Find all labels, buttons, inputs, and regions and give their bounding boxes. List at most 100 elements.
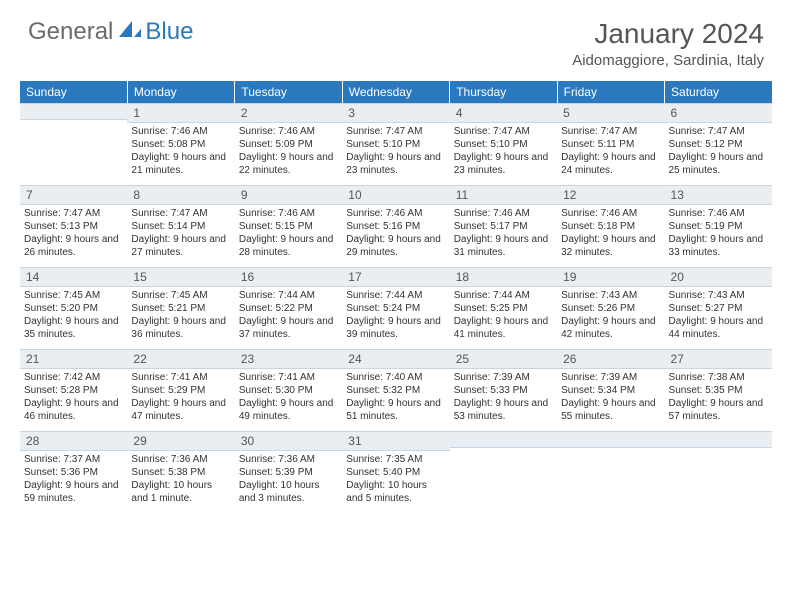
- daylight-text: Daylight: 9 hours and 42 minutes.: [561, 315, 660, 341]
- day-cell: 31 Sunrise: 7:35 AM Sunset: 5:40 PM Dayl…: [342, 431, 449, 513]
- sunrise-text: Sunrise: 7:41 AM: [131, 371, 230, 384]
- day-cell: 28 Sunrise: 7:37 AM Sunset: 5:36 PM Dayl…: [20, 431, 127, 513]
- day-cell: 25 Sunrise: 7:39 AM Sunset: 5:33 PM Dayl…: [450, 349, 557, 431]
- daylight-text: Daylight: 9 hours and 55 minutes.: [561, 397, 660, 423]
- sunrise-text: Sunrise: 7:47 AM: [24, 207, 123, 220]
- day-number: 9: [235, 185, 342, 205]
- sunrise-text: Sunrise: 7:36 AM: [131, 453, 230, 466]
- day-data: Sunrise: 7:46 AM Sunset: 5:16 PM Dayligh…: [342, 205, 449, 267]
- week-row: 21 Sunrise: 7:42 AM Sunset: 5:28 PM Dayl…: [20, 349, 772, 431]
- daylight-text: Daylight: 9 hours and 24 minutes.: [561, 151, 660, 177]
- sunrise-text: Sunrise: 7:35 AM: [346, 453, 445, 466]
- day-number: 6: [665, 103, 772, 123]
- day-data: Sunrise: 7:47 AM Sunset: 5:10 PM Dayligh…: [342, 123, 449, 185]
- sunset-text: Sunset: 5:11 PM: [561, 138, 660, 151]
- day-cell: 19 Sunrise: 7:43 AM Sunset: 5:26 PM Dayl…: [557, 267, 664, 349]
- day-data: Sunrise: 7:47 AM Sunset: 5:10 PM Dayligh…: [450, 123, 557, 185]
- day-number: 27: [665, 349, 772, 369]
- sunset-text: Sunset: 5:22 PM: [239, 302, 338, 315]
- sunrise-text: Sunrise: 7:46 AM: [669, 207, 768, 220]
- day-cell: 18 Sunrise: 7:44 AM Sunset: 5:25 PM Dayl…: [450, 267, 557, 349]
- day-cell: 20 Sunrise: 7:43 AM Sunset: 5:27 PM Dayl…: [665, 267, 772, 349]
- sunrise-text: Sunrise: 7:38 AM: [669, 371, 768, 384]
- day-cell: 12 Sunrise: 7:46 AM Sunset: 5:18 PM Dayl…: [557, 185, 664, 267]
- sunrise-text: Sunrise: 7:45 AM: [131, 289, 230, 302]
- daylight-text: Daylight: 10 hours and 3 minutes.: [239, 479, 338, 505]
- sunrise-text: Sunrise: 7:41 AM: [239, 371, 338, 384]
- sunset-text: Sunset: 5:27 PM: [669, 302, 768, 315]
- sunset-text: Sunset: 5:18 PM: [561, 220, 660, 233]
- day-data: Sunrise: 7:47 AM Sunset: 5:13 PM Dayligh…: [20, 205, 127, 267]
- day-data: Sunrise: 7:46 AM Sunset: 5:19 PM Dayligh…: [665, 205, 772, 267]
- day-number: 2: [235, 103, 342, 123]
- sunset-text: Sunset: 5:19 PM: [669, 220, 768, 233]
- sunset-text: Sunset: 5:28 PM: [24, 384, 123, 397]
- dayname: Thursday: [450, 81, 557, 103]
- day-cell: 26 Sunrise: 7:39 AM Sunset: 5:34 PM Dayl…: [557, 349, 664, 431]
- sunset-text: Sunset: 5:34 PM: [561, 384, 660, 397]
- day-cell: 17 Sunrise: 7:44 AM Sunset: 5:24 PM Dayl…: [342, 267, 449, 349]
- sunrise-text: Sunrise: 7:42 AM: [24, 371, 123, 384]
- dayname: Wednesday: [342, 81, 449, 103]
- day-data: Sunrise: 7:41 AM Sunset: 5:30 PM Dayligh…: [235, 369, 342, 431]
- sunset-text: Sunset: 5:32 PM: [346, 384, 445, 397]
- sunset-text: Sunset: 5:17 PM: [454, 220, 553, 233]
- sunrise-text: Sunrise: 7:46 AM: [239, 125, 338, 138]
- day-data: Sunrise: 7:44 AM Sunset: 5:24 PM Dayligh…: [342, 287, 449, 349]
- daylight-text: Daylight: 9 hours and 27 minutes.: [131, 233, 230, 259]
- daylight-text: Daylight: 9 hours and 31 minutes.: [454, 233, 553, 259]
- day-data: Sunrise: 7:37 AM Sunset: 5:36 PM Dayligh…: [20, 451, 127, 513]
- daylight-text: Daylight: 9 hours and 21 minutes.: [131, 151, 230, 177]
- dayname: Saturday: [665, 81, 772, 103]
- sunrise-text: Sunrise: 7:45 AM: [24, 289, 123, 302]
- day-number: [665, 431, 772, 448]
- daylight-text: Daylight: 9 hours and 59 minutes.: [24, 479, 123, 505]
- sunrise-text: Sunrise: 7:44 AM: [239, 289, 338, 302]
- day-number: 1: [127, 103, 234, 123]
- daylight-text: Daylight: 9 hours and 23 minutes.: [454, 151, 553, 177]
- sunset-text: Sunset: 5:24 PM: [346, 302, 445, 315]
- sunrise-text: Sunrise: 7:46 AM: [454, 207, 553, 220]
- daylight-text: Daylight: 9 hours and 51 minutes.: [346, 397, 445, 423]
- daylight-text: Daylight: 9 hours and 36 minutes.: [131, 315, 230, 341]
- day-data: Sunrise: 7:38 AM Sunset: 5:35 PM Dayligh…: [665, 369, 772, 431]
- day-number: [450, 431, 557, 448]
- day-number: 21: [20, 349, 127, 369]
- day-number: 28: [20, 431, 127, 451]
- logo-text-blue: Blue: [145, 18, 193, 46]
- sunset-text: Sunset: 5:10 PM: [346, 138, 445, 151]
- day-cell: [665, 431, 772, 513]
- day-data: Sunrise: 7:47 AM Sunset: 5:14 PM Dayligh…: [127, 205, 234, 267]
- sunrise-text: Sunrise: 7:37 AM: [24, 453, 123, 466]
- sunset-text: Sunset: 5:35 PM: [669, 384, 768, 397]
- page-title: January 2024: [572, 18, 764, 50]
- sunrise-text: Sunrise: 7:39 AM: [454, 371, 553, 384]
- day-number: 3: [342, 103, 449, 123]
- day-cell: 15 Sunrise: 7:45 AM Sunset: 5:21 PM Dayl…: [127, 267, 234, 349]
- sunset-text: Sunset: 5:36 PM: [24, 466, 123, 479]
- sunset-text: Sunset: 5:21 PM: [131, 302, 230, 315]
- sunset-text: Sunset: 5:25 PM: [454, 302, 553, 315]
- day-number: 7: [20, 185, 127, 205]
- day-number: 23: [235, 349, 342, 369]
- sunset-text: Sunset: 5:38 PM: [131, 466, 230, 479]
- day-cell: 10 Sunrise: 7:46 AM Sunset: 5:16 PM Dayl…: [342, 185, 449, 267]
- sunset-text: Sunset: 5:29 PM: [131, 384, 230, 397]
- sunrise-text: Sunrise: 7:47 AM: [131, 207, 230, 220]
- day-number: 18: [450, 267, 557, 287]
- sunset-text: Sunset: 5:39 PM: [239, 466, 338, 479]
- daylight-text: Daylight: 9 hours and 57 minutes.: [669, 397, 768, 423]
- day-number: 25: [450, 349, 557, 369]
- daylight-text: Daylight: 9 hours and 26 minutes.: [24, 233, 123, 259]
- day-data: Sunrise: 7:40 AM Sunset: 5:32 PM Dayligh…: [342, 369, 449, 431]
- sunrise-text: Sunrise: 7:36 AM: [239, 453, 338, 466]
- sunset-text: Sunset: 5:30 PM: [239, 384, 338, 397]
- daylight-text: Daylight: 9 hours and 32 minutes.: [561, 233, 660, 259]
- day-data: Sunrise: 7:47 AM Sunset: 5:12 PM Dayligh…: [665, 123, 772, 185]
- sunset-text: Sunset: 5:10 PM: [454, 138, 553, 151]
- day-number: 22: [127, 349, 234, 369]
- day-cell: 30 Sunrise: 7:36 AM Sunset: 5:39 PM Dayl…: [235, 431, 342, 513]
- day-cell: [20, 103, 127, 185]
- day-data: Sunrise: 7:47 AM Sunset: 5:11 PM Dayligh…: [557, 123, 664, 185]
- day-number: 14: [20, 267, 127, 287]
